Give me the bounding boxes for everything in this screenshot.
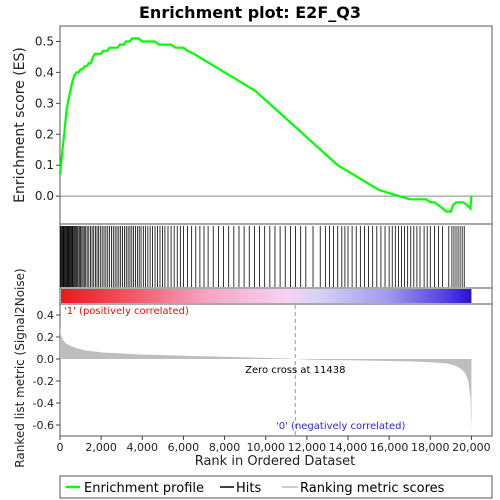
es-panel-frame [59, 25, 493, 225]
es-y-axis: 0.0 0.1 0.2 0.3 0.4 0.5 [35, 34, 60, 203]
x-tick-label: 12,000 [288, 441, 327, 454]
es-panel: 0.0 0.1 0.2 0.3 0.4 0.5 Enrichment score (ES) [12, 25, 493, 225]
x-tick-label: 20,000 [452, 441, 491, 454]
es-y-tick-label: 0.0 [35, 189, 54, 203]
x-tick-label: 16,000 [370, 441, 409, 454]
negative-label: '0' (negatively correlated) [276, 421, 405, 432]
x-tick-label: 4,000 [127, 441, 159, 454]
metric-y-tick-label: 0.0 [37, 353, 55, 366]
legend-label-enrichment: Enrichment profile [84, 481, 204, 496]
legend-frame [59, 475, 493, 499]
metric-y-axis: -0.6 -0.4 -0.2 0.0 0.2 0.4 [33, 309, 60, 432]
metric-panel-frame [59, 303, 493, 437]
legend-label-metric: Ranking metric scores [300, 481, 445, 496]
es-y-axis-label: Enrichment score (ES) [12, 47, 28, 203]
metric-y-tick-label: -0.2 [33, 375, 54, 388]
x-axis-label: Rank in Ordered Dataset [195, 454, 356, 469]
es-y-tick-label: 0.5 [35, 34, 54, 48]
metric-x-axis: 0 2,000 4,000 6,000 8,000 10,000 12,000 14,000 1… [57, 436, 491, 454]
metric-y-tick-label: 0.2 [37, 331, 55, 344]
x-tick-label: 2,000 [85, 441, 117, 454]
x-tick-label: 10,000 [246, 441, 285, 454]
x-tick-label: 0 [57, 441, 64, 454]
es-y-tick-label: 0.2 [35, 127, 54, 141]
metric-y-tick-label: -0.6 [33, 419, 54, 432]
rank-color-gradient [61, 289, 472, 303]
chart-title: Enrichment plot: E2F_Q3 [139, 3, 361, 22]
metric-panel: -0.6 -0.4 -0.2 0.0 0.2 0.4 0 2,000 4,000 6,000 8,… [13, 268, 493, 469]
es-series-line [58, 37, 473, 213]
x-tick-label: 14,000 [329, 441, 368, 454]
metric-y-tick-label: -0.4 [33, 397, 54, 410]
hits-panel [59, 223, 493, 289]
hit-marks [60, 226, 465, 287]
x-tick-label: 8,000 [209, 441, 241, 454]
x-tick-label: 18,000 [411, 441, 450, 454]
es-y-tick-label: 0.4 [35, 65, 54, 79]
legend-label-hits: Hits [236, 481, 261, 496]
x-tick-label: 6,000 [168, 441, 200, 454]
rank-color-bar [59, 287, 493, 305]
es-y-tick-label: 0.1 [35, 158, 54, 172]
legend: Enrichment profile Hits Ranking metric s… [59, 475, 493, 499]
positive-label: '1' (positively correlated) [64, 306, 189, 317]
metric-y-tick-label: 0.4 [37, 309, 55, 322]
es-y-tick-label: 0.3 [35, 96, 54, 110]
metric-y-axis-label: Ranked list metric (Signal2Noise) [13, 268, 27, 467]
zero-cross-label: Zero cross at 11438 [245, 365, 345, 376]
